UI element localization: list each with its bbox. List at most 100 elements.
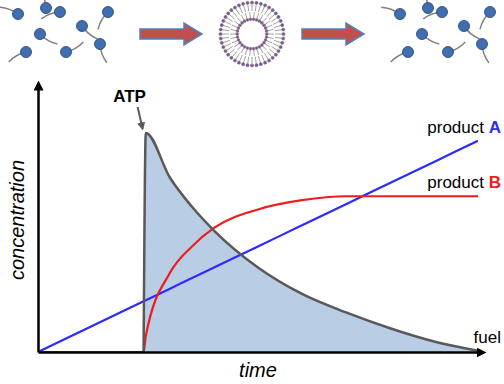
surfactant-head (395, 9, 406, 20)
surfactant-head (417, 29, 428, 40)
vesicle-head (241, 44, 244, 47)
series-label-part: B (489, 173, 501, 192)
surfactant-head (13, 9, 24, 20)
illustration (0, 0, 496, 67)
series-line (38, 196, 478, 352)
vesicle-head (230, 9, 233, 12)
vesicle-head (246, 1, 249, 4)
vesicle-head (274, 53, 277, 56)
vesicle-tail (237, 46, 241, 50)
vesicle-head (249, 18, 252, 21)
x-axis-line (39, 351, 479, 354)
vesicle-head (220, 41, 223, 44)
vesicle-head (252, 47, 255, 50)
vesicle-tail (264, 53, 268, 59)
y-axis-line (37, 89, 40, 353)
chart-svg: timeconcentrationproduct Aproduct BfuelA… (0, 0, 504, 384)
surfactant-head (35, 29, 46, 40)
vesicle-tail (236, 9, 240, 15)
vesicle-head (219, 32, 222, 35)
annotation-arrow (138, 107, 143, 129)
vesicle-head (227, 53, 230, 56)
x-axis-title: time (239, 359, 277, 381)
surfactants-left (0, 0, 114, 63)
vesicle-head (222, 19, 225, 22)
vesicle-head (265, 33, 268, 36)
vesicle-tail (269, 14, 274, 19)
vesicle-head (222, 45, 225, 48)
arrow-disassembly (302, 23, 364, 45)
surfactant-head (77, 21, 88, 32)
surfactant-head (443, 47, 454, 58)
vesicle-tail (257, 13, 259, 19)
vesicle-head (255, 64, 258, 67)
vesicle-head (264, 39, 267, 42)
vesicle-head (261, 22, 264, 25)
vesicle-tail (244, 56, 246, 63)
vesicle-head (277, 49, 280, 52)
vesicle-tail (267, 11, 272, 16)
vesicle-head (255, 1, 258, 4)
surfactant-head (103, 7, 114, 18)
vesicle-tail (249, 50, 251, 56)
vesicle-head (259, 63, 262, 66)
vesicle-head (249, 47, 252, 50)
vesicle-head (282, 28, 285, 31)
vesicle-head (233, 6, 236, 9)
surfactants-right (381, 0, 495, 63)
vesicle-tail (234, 21, 239, 25)
vesicle-head (243, 45, 246, 48)
vesicle-tail (264, 9, 268, 15)
vesicle-head (255, 47, 258, 50)
vesicle-head (246, 64, 249, 67)
vesicle-tail (274, 26, 281, 28)
vesicle-tail (267, 41, 272, 43)
vesicle-tail (225, 22, 231, 25)
vesicle-head (281, 41, 284, 44)
series-line (144, 133, 478, 352)
vesicle-tail (260, 15, 263, 20)
vesicle-tail (245, 49, 247, 55)
series-label: product A (427, 118, 501, 137)
vesicle-tail (273, 22, 279, 25)
vesicle-head (230, 56, 233, 59)
surfactant-head (41, 3, 52, 14)
vesicle-head (224, 49, 227, 52)
vesicle-head (246, 19, 249, 22)
vesicle-tail (275, 37, 282, 39)
vesicle-head (282, 32, 285, 35)
vesicle-head (264, 27, 267, 30)
vesicle-head (239, 24, 242, 27)
vesicle-head (224, 15, 227, 18)
vesicle-tail (268, 29, 274, 30)
vesicle-head (261, 44, 264, 47)
vesicle-tail (265, 43, 270, 47)
vesicle-head (263, 24, 266, 27)
series-label-part: product (427, 173, 488, 192)
vesicle-tail (275, 29, 282, 31)
vesicle-head (271, 9, 274, 12)
vesicle-tail (232, 41, 237, 43)
vesicle-tail (222, 37, 229, 39)
vesicle-tail (258, 56, 260, 63)
vesicle-tail (275, 34, 282, 35)
vesicle (219, 1, 285, 67)
vesicle-tail (230, 37, 236, 38)
vesicle-tail (241, 15, 244, 20)
chart-root: timeconcentrationproduct Aproduct BfuelA… (0, 0, 504, 384)
surfactant-head (423, 3, 434, 14)
vesicle-tail (244, 5, 246, 12)
vesicle-tail (262, 55, 265, 61)
vesicle-head (279, 19, 282, 22)
vesicle-tail (267, 51, 272, 56)
series-line (38, 141, 478, 352)
vesicle-head (271, 56, 274, 59)
vesicle-head (265, 36, 268, 39)
vesicle-head (227, 12, 230, 15)
vesicle-tail (273, 44, 279, 47)
vesicle-tail (274, 40, 281, 42)
surfactant-head (61, 47, 72, 58)
vesicle-tail (263, 18, 267, 22)
vesicle-tail (223, 40, 230, 42)
vesicle-tail (252, 57, 253, 64)
